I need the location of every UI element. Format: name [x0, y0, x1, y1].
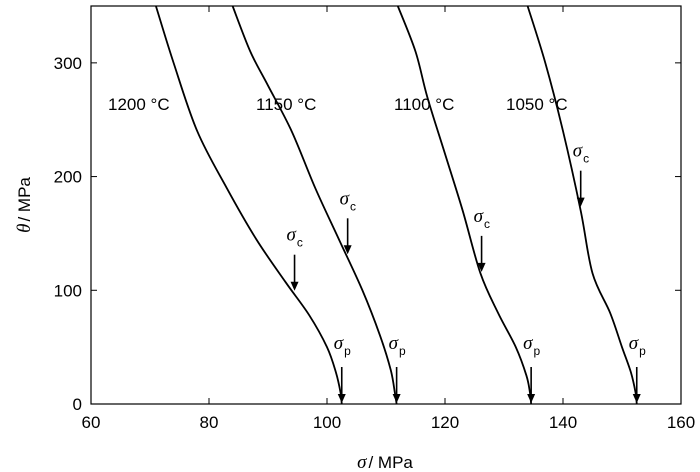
axes: 60 80 100 120 140 160 0 100 200 300	[54, 5, 695, 432]
sigma-p-arrow-head	[632, 394, 641, 403]
sigma-c-label: σc	[287, 225, 303, 250]
arrow-annotations: σc σp σc σp σc σp σc σp	[287, 141, 646, 403]
y-tick-label: 300	[54, 54, 82, 73]
sigma-c-arrow-head	[343, 245, 352, 255]
x-tick-label: 60	[82, 413, 101, 432]
x-tick-label: 140	[549, 413, 577, 432]
y-tick-label: 100	[54, 281, 82, 300]
x-tick-label: 160	[667, 413, 695, 432]
series-label: 1100 °C	[394, 95, 454, 114]
x-tick-label: 80	[200, 413, 219, 432]
curve-labels: 1200 °C 1150 °C 1100 °C 1050 °C	[108, 95, 568, 114]
sigma-c-arrow-head	[576, 197, 585, 207]
series-label: 1050 °C	[506, 95, 568, 114]
x-tick-label: 120	[431, 413, 459, 432]
x-axis-label: σ / MPa	[357, 452, 413, 472]
sigma-p-label: σp	[334, 333, 351, 358]
sigma-p-arrow-head	[392, 394, 401, 403]
series-label: 1200 °C	[108, 95, 170, 114]
sigma-c-arrow-head	[477, 262, 486, 272]
y-tick-label: 200	[54, 168, 82, 187]
sigma-p-label: σp	[629, 333, 646, 358]
y-axis-label: θ/ MPa	[14, 177, 35, 233]
sigma-c-label: σc	[474, 206, 490, 231]
plot-frame	[90, 5, 682, 405]
sigma-c-label: σc	[573, 141, 589, 166]
sigma-c-label: σc	[340, 188, 356, 213]
series-line	[231, 5, 398, 405]
series-line	[396, 5, 533, 405]
sigma-p-label: σp	[523, 333, 540, 358]
x-tick-label: 100	[313, 413, 341, 432]
sigma-p-arrow-head	[527, 394, 536, 403]
sigma-p-label: σp	[389, 333, 406, 358]
y-tick-label: 0	[73, 395, 82, 414]
series-line	[155, 5, 343, 405]
sigma-c-arrow-head	[290, 281, 299, 291]
curves	[155, 5, 638, 405]
sigma-p-arrow-head	[337, 394, 346, 403]
series-line	[526, 5, 638, 405]
series-label: 1150 °C	[256, 95, 316, 114]
